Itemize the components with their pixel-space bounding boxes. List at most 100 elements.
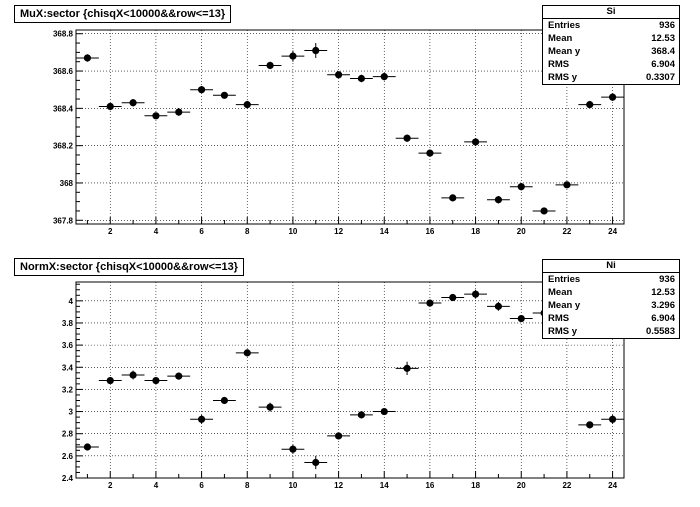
stats-row: RMS 6.904 (543, 58, 679, 71)
x-tick-label: 20 (517, 227, 526, 236)
stats-label: Entries (548, 20, 581, 31)
stats-row: Mean y 3.296 (543, 299, 679, 312)
y-tick-label: 367.8 (53, 216, 74, 225)
stats-label: Entries (548, 274, 581, 285)
data-marker (175, 372, 183, 380)
data-point (487, 196, 510, 204)
x-tick-label: 10 (288, 227, 297, 236)
data-marker (220, 396, 229, 405)
data-marker (243, 101, 251, 109)
y-tick-label: 2.4 (62, 474, 74, 483)
pad-1-title: MuX:sector {chisqX<10000&&row<=13} (14, 5, 232, 23)
data-point (578, 421, 602, 429)
data-marker (243, 349, 251, 357)
data-point (372, 72, 396, 81)
y-tick-label: 3 (69, 408, 74, 417)
data-point (350, 411, 373, 419)
x-tick-label: 8 (245, 481, 250, 490)
data-marker (334, 71, 343, 79)
data-marker (289, 445, 297, 453)
data-marker (152, 376, 160, 385)
data-point (327, 71, 350, 79)
data-point (235, 100, 259, 109)
data-marker (403, 134, 411, 142)
stats-box-1: Si Entries 936 Mean 12.53 Mean y 368.4 RMS 6… (542, 5, 680, 85)
x-tick-label: 2 (108, 227, 113, 236)
data-marker (471, 138, 480, 146)
stats-label: RMS y (548, 72, 578, 83)
stats-label: Mean (548, 287, 573, 298)
data-point (258, 402, 282, 412)
data-point (258, 61, 282, 70)
data-marker (312, 46, 320, 55)
x-tick-label: 18 (471, 227, 480, 236)
data-point (213, 396, 236, 405)
data-point (281, 50, 305, 62)
stats-row: Entries 936 (543, 273, 679, 286)
plot-frame (75, 281, 625, 479)
x-tick-label: 22 (562, 481, 571, 490)
data-point (76, 54, 99, 62)
y-tick-label: 368.2 (53, 142, 74, 151)
stats-label: RMS y (548, 326, 578, 337)
data-point (555, 181, 579, 189)
data-marker (220, 91, 229, 99)
pad-2-plot: 2 4 6 8 10 12 14 16 18 20 22 242.42.62.833.23.43.63… (62, 281, 625, 490)
x-tick-label: 16 (425, 227, 434, 236)
data-marker (426, 299, 434, 307)
data-marker (289, 52, 297, 60)
data-point (418, 299, 442, 307)
x-tick-label: 6 (199, 227, 204, 236)
y-tick-label: 2.8 (62, 430, 74, 439)
data-marker (586, 421, 594, 429)
data-marker (380, 407, 388, 416)
data-marker (494, 302, 503, 310)
data-point (441, 194, 465, 202)
pad-1-plot: 2 4 6 8 10 12 14 16 18 20 22 24367.8368368.2368.436… (53, 29, 625, 236)
data-point (532, 207, 556, 215)
stats-label: Mean y (548, 300, 581, 311)
data-marker (197, 415, 206, 423)
stats-label: Mean (548, 33, 573, 44)
data-point (464, 289, 487, 299)
y-tick-label: 2.6 (62, 452, 74, 461)
stats-value: 0.5583 (645, 326, 675, 337)
data-marker (129, 371, 137, 379)
x-tick-label: 6 (199, 481, 204, 490)
stats-label: Mean y (548, 46, 581, 57)
stats-label: RMS (548, 59, 570, 70)
data-point (144, 376, 168, 385)
data-marker (563, 181, 571, 189)
x-tick-label: 16 (425, 481, 434, 490)
stats-row: Entries 936 (543, 19, 679, 32)
stats-row: RMS y 0.3307 (543, 71, 679, 84)
data-point (167, 372, 191, 380)
data-point (601, 414, 624, 424)
x-tick-label: 12 (334, 481, 343, 490)
data-marker (83, 54, 92, 62)
x-tick-label: 4 (154, 227, 159, 236)
data-marker (608, 415, 617, 423)
stats-value: 12.53 (651, 287, 675, 298)
data-marker (334, 432, 343, 440)
data-marker (471, 290, 480, 298)
data-point (509, 182, 533, 191)
data-point (395, 361, 419, 376)
data-marker (586, 101, 594, 109)
y-tick-label: 3.4 (62, 363, 74, 372)
data-point (372, 407, 396, 416)
y-tick-label: 4 (69, 297, 74, 306)
stats-row: RMS 6.904 (543, 312, 679, 325)
y-tick-label: 3.2 (62, 385, 74, 394)
stats-value: 936 (659, 20, 675, 31)
stats-box-2: Ni Entries 936 Mean 12.53 Mean y 3.296 RMS 6… (542, 259, 680, 339)
data-point (441, 293, 465, 302)
y-tick-label: 368.6 (53, 67, 74, 76)
data-marker (312, 458, 320, 467)
x-tick-label: 22 (562, 227, 571, 236)
y-tick-label: 368 (60, 179, 74, 188)
stats-value: 368.4 (651, 46, 675, 57)
data-marker (129, 99, 137, 107)
data-point (190, 85, 213, 94)
